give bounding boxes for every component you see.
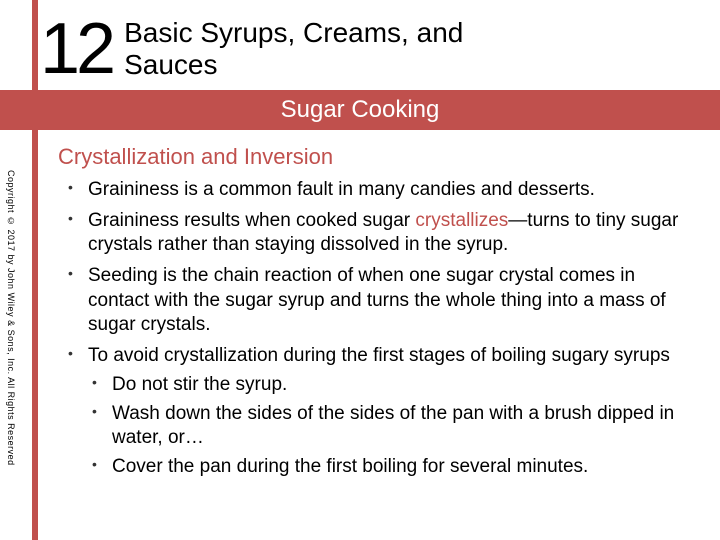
slide-header: 12 Basic Syrups, Creams, and Sauces	[0, 0, 720, 90]
sub-bullet-list: Do not stir the syrup. Wash down the sid…	[88, 373, 696, 480]
list-item: Seeding is the chain reaction of when on…	[64, 264, 696, 338]
chapter-title: Basic Syrups, Creams, and Sauces	[124, 17, 463, 81]
sub-list-item: Wash down the sides of the sides of the …	[88, 402, 696, 451]
list-item: Graininess is a common fault in many can…	[64, 178, 696, 203]
list-item: Graininess results when cooked sugar cry…	[64, 209, 696, 258]
link-crystallizes[interactable]: crystallizes	[415, 210, 508, 231]
bullet-text: To avoid crystallization during the firs…	[88, 345, 670, 366]
content-area: Graininess is a common fault in many can…	[0, 178, 720, 480]
sub-list-item: Do not stir the syrup.	[88, 373, 696, 398]
sub-list-item: Cover the pan during the first boiling f…	[88, 455, 696, 480]
section-bar: Sugar Cooking	[0, 90, 720, 130]
left-accent-stripe	[32, 0, 38, 540]
bullet-list: Graininess is a common fault in many can…	[64, 178, 696, 480]
chapter-title-line1: Basic Syrups, Creams, and	[124, 17, 463, 48]
list-item: To avoid crystallization during the firs…	[64, 344, 696, 479]
sub-heading: Crystallization and Inversion	[0, 130, 720, 178]
chapter-number: 12	[40, 13, 112, 85]
chapter-title-line2: Sauces	[124, 49, 217, 80]
bullet-text-prefix: Graininess results when cooked sugar	[88, 210, 415, 231]
copyright-text: Copyright © 2017 by John Wiley & Sons, I…	[6, 170, 16, 466]
